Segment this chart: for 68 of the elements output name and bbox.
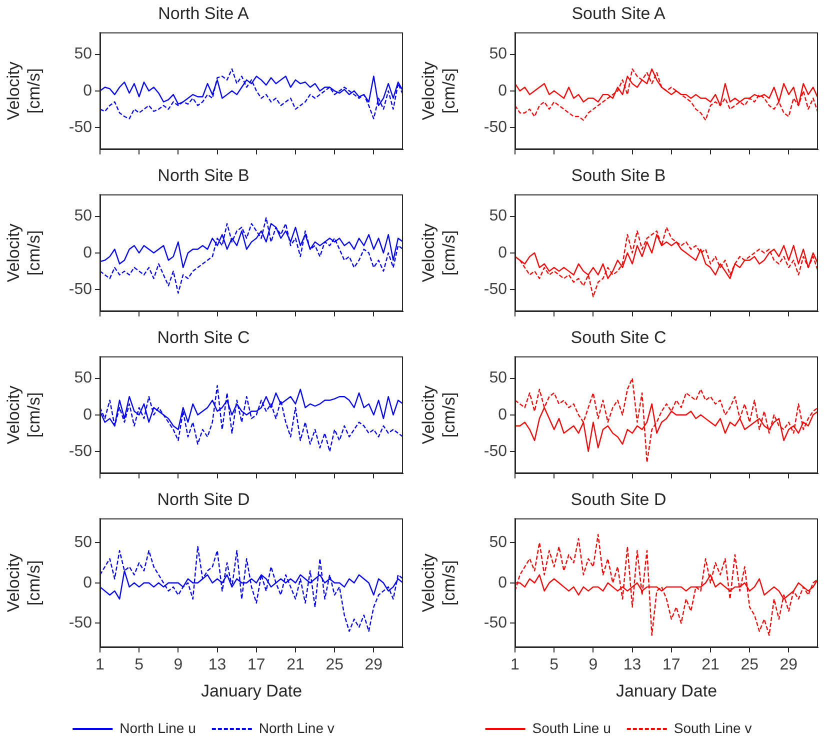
- y-tick-label: -50: [68, 280, 92, 298]
- line-series: [515, 68, 818, 121]
- x-tick-label: 17: [662, 656, 680, 674]
- chart-title: South Site A: [572, 4, 666, 23]
- chart-title: North Site A: [158, 4, 250, 23]
- y-axis-title: Velocity [cm/s]: [418, 61, 458, 120]
- y-tick-label: 0: [498, 244, 508, 262]
- x-tick-label: 13: [623, 656, 642, 674]
- legend-label: South Line v: [674, 720, 752, 736]
- line-series: [100, 385, 403, 452]
- y-tick-label: 50: [74, 370, 92, 387]
- x-axis-title: January Date: [616, 681, 718, 700]
- y-tick-label: 0: [498, 406, 508, 424]
- y-tick-label: 50: [489, 534, 508, 551]
- y-tick-label: -50: [68, 614, 92, 632]
- y-tick-label: -50: [68, 442, 92, 460]
- y-tick-label: 50: [74, 46, 92, 63]
- line-series: [100, 68, 403, 120]
- x-axis-title: January Date: [200, 681, 302, 700]
- x-tick-label: 17: [247, 656, 266, 674]
- x-tick-label: 21: [286, 656, 304, 674]
- y-tick-label: 0: [83, 244, 92, 262]
- line-series: [100, 546, 403, 632]
- y-tick-label: -50: [484, 614, 508, 632]
- x-tick-label: 1: [96, 656, 105, 674]
- chart-title: North Site B: [158, 166, 250, 185]
- x-tick-label: 29: [780, 656, 798, 674]
- y-tick-label: -50: [484, 442, 508, 460]
- y-tick-label: -50: [484, 118, 508, 136]
- x-tick-label: 25: [326, 656, 344, 674]
- line-series: [515, 378, 818, 464]
- y-tick-label: 0: [83, 574, 92, 592]
- y-axis-title: Velocity [cm/s]: [4, 223, 44, 282]
- x-tick-label: 9: [174, 656, 183, 674]
- y-tick-label: -50: [484, 280, 508, 298]
- y-axis-title: Velocity [cm/s]: [4, 61, 44, 120]
- x-tick-label: 5: [550, 656, 559, 674]
- y-tick-label: 0: [498, 574, 508, 592]
- y-tick-label: 50: [74, 208, 92, 225]
- x-tick-label: 13: [208, 656, 226, 674]
- chart-title: North Site D: [157, 490, 250, 509]
- y-tick-label: 50: [489, 370, 508, 387]
- y-tick-label: 50: [74, 534, 92, 551]
- x-tick-label: 25: [740, 656, 759, 674]
- y-axis-title: Velocity [cm/s]: [4, 553, 44, 612]
- y-axis-title: Velocity [cm/s]: [418, 553, 458, 612]
- y-tick-label: 50: [489, 208, 508, 225]
- x-tick-label: 5: [134, 656, 144, 674]
- legend-label: South Line u: [532, 720, 611, 736]
- chart-title: North Site C: [157, 328, 250, 347]
- legend-label: North Line v: [258, 720, 334, 736]
- y-tick-label: -50: [68, 118, 92, 136]
- x-tick-label: 1: [510, 656, 520, 674]
- y-axis-title: Velocity [cm/s]: [418, 223, 458, 282]
- x-tick-label: 29: [364, 656, 383, 674]
- y-tick-label: 0: [498, 82, 508, 100]
- line-series: [100, 217, 403, 294]
- x-tick-label: 21: [702, 656, 720, 674]
- chart-title: South Site D: [570, 490, 666, 509]
- x-tick-label: 9: [588, 656, 598, 674]
- y-axis-title: Velocity [cm/s]: [4, 385, 44, 444]
- y-tick-label: 50: [489, 46, 508, 63]
- legend-label: North Line u: [120, 720, 196, 736]
- chart-title: South Site C: [570, 328, 666, 347]
- y-tick-label: 0: [83, 82, 92, 100]
- y-tick-label: 0: [83, 406, 92, 424]
- y-axis-title: Velocity [cm/s]: [418, 385, 458, 444]
- chart-title: South Site B: [571, 166, 666, 185]
